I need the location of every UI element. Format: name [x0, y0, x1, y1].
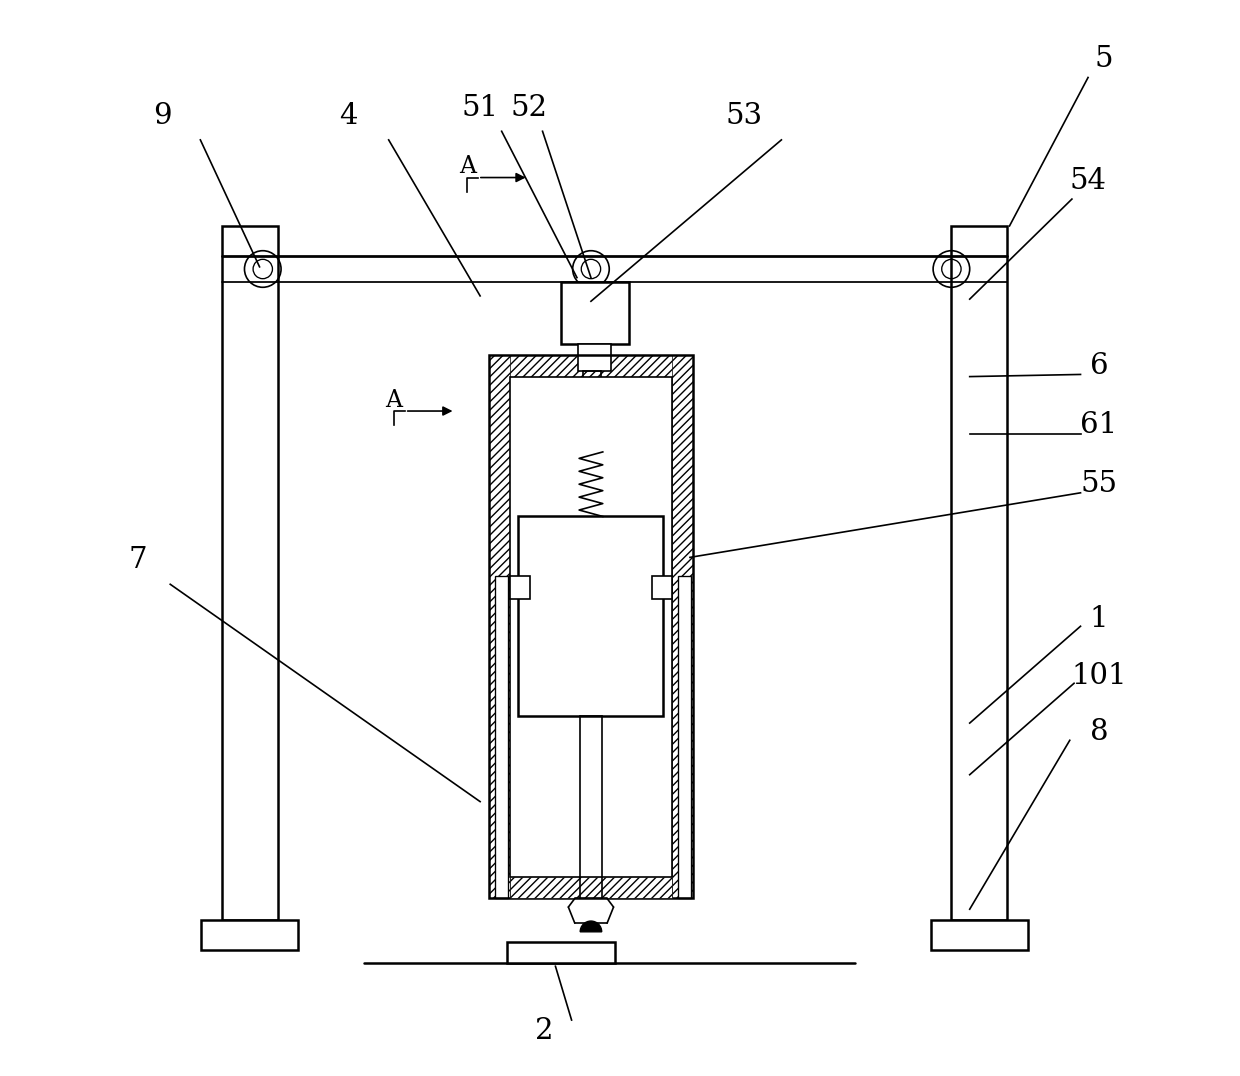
Text: 54: 54: [1070, 167, 1106, 195]
Text: 51: 51: [461, 94, 498, 122]
Bar: [518, 516, 663, 716]
Bar: [575, 436, 609, 452]
Bar: [510, 576, 529, 599]
Bar: [672, 355, 693, 898]
Bar: [489, 355, 510, 898]
Bar: [489, 877, 693, 898]
Bar: [201, 920, 299, 950]
Text: 101: 101: [1071, 662, 1127, 690]
Wedge shape: [580, 921, 601, 932]
Text: 61: 61: [1080, 411, 1117, 439]
Bar: [951, 226, 1007, 920]
Text: 7: 7: [129, 546, 148, 574]
Bar: [560, 282, 629, 344]
Bar: [510, 377, 672, 877]
Bar: [222, 226, 278, 920]
Text: 9: 9: [154, 102, 172, 130]
Bar: [931, 920, 1028, 950]
Text: 5: 5: [1095, 45, 1114, 73]
Bar: [678, 576, 691, 898]
Text: 1: 1: [1090, 605, 1109, 633]
Text: 8: 8: [1090, 718, 1109, 746]
Text: 52: 52: [510, 94, 547, 122]
Text: 4: 4: [340, 102, 358, 130]
Bar: [495, 576, 508, 898]
Bar: [507, 942, 615, 963]
Text: 2: 2: [536, 1017, 554, 1045]
Text: A: A: [386, 388, 403, 412]
Text: 53: 53: [725, 102, 763, 130]
Bar: [489, 355, 693, 898]
Text: 55: 55: [1080, 470, 1117, 498]
Bar: [510, 877, 672, 898]
Text: A: A: [459, 155, 476, 179]
Bar: [489, 355, 693, 377]
Bar: [578, 344, 611, 371]
Text: 6: 6: [1090, 352, 1109, 380]
Bar: [652, 576, 672, 599]
